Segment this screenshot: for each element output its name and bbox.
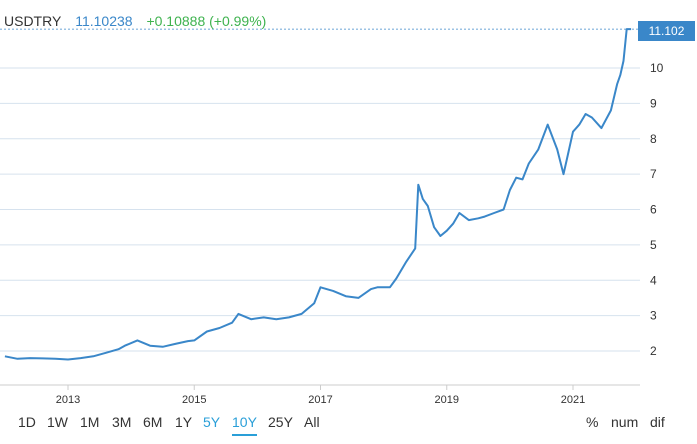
range-button-25y[interactable]: 25Y	[268, 414, 293, 430]
symbol-label: USDTRY	[4, 13, 62, 29]
x-tick-label: 2021	[561, 394, 585, 406]
last-price-tag: 11.102	[638, 21, 695, 41]
chart-header: USDTRY 11.10238 +0.10888 (+0.99%)	[4, 13, 276, 29]
y-tick-label: 5	[650, 238, 657, 252]
last-price: 11.10238	[75, 13, 133, 29]
price-change: +0.10888 (+0.99%)	[146, 13, 267, 29]
y-tick-label: 8	[650, 132, 657, 146]
dif-mode-button[interactable]: dif	[650, 414, 665, 430]
x-tick-label: 2019	[435, 394, 459, 406]
series-line	[4, 28, 632, 361]
range-button-all[interactable]: All	[304, 414, 320, 430]
y-tick-label: 9	[650, 96, 657, 110]
y-tick-label: 7	[650, 167, 657, 181]
range-button-1y[interactable]: 1Y	[175, 414, 193, 430]
y-axis: 2 3 4 5 6 7 8 9 10	[650, 61, 664, 358]
x-tick-label: 2015	[182, 394, 206, 406]
range-button-1w[interactable]: 1W	[47, 414, 68, 430]
range-button-1m[interactable]: 1M	[80, 414, 100, 430]
y-tick-label: 4	[650, 273, 657, 287]
range-button-6m[interactable]: 6M	[143, 414, 163, 430]
x-tick-label: 2013	[56, 394, 80, 406]
range-button-3m[interactable]: 3M	[112, 414, 132, 430]
num-mode-button[interactable]: num	[611, 414, 639, 430]
y-tick-label: 10	[650, 61, 664, 75]
percent-mode-button[interactable]: %	[586, 414, 599, 430]
range-button-1d[interactable]: 1D	[18, 414, 36, 430]
y-tick-label: 2	[650, 344, 657, 358]
y-tick-label: 3	[650, 309, 657, 323]
y-tick-label: 6	[650, 203, 657, 217]
range-button-10y[interactable]: 10Y	[232, 414, 257, 436]
range-button-5y[interactable]: 5Y	[203, 414, 221, 430]
range-selector: 1D 1W 1M 3M 6M 1Y 5Y 10Y 25Y All% num dif	[0, 414, 697, 440]
grid-lines	[0, 67, 640, 352]
x-axis: 2013 2015 2017 2019 2021	[56, 385, 585, 406]
x-tick-label: 2017	[308, 394, 332, 406]
